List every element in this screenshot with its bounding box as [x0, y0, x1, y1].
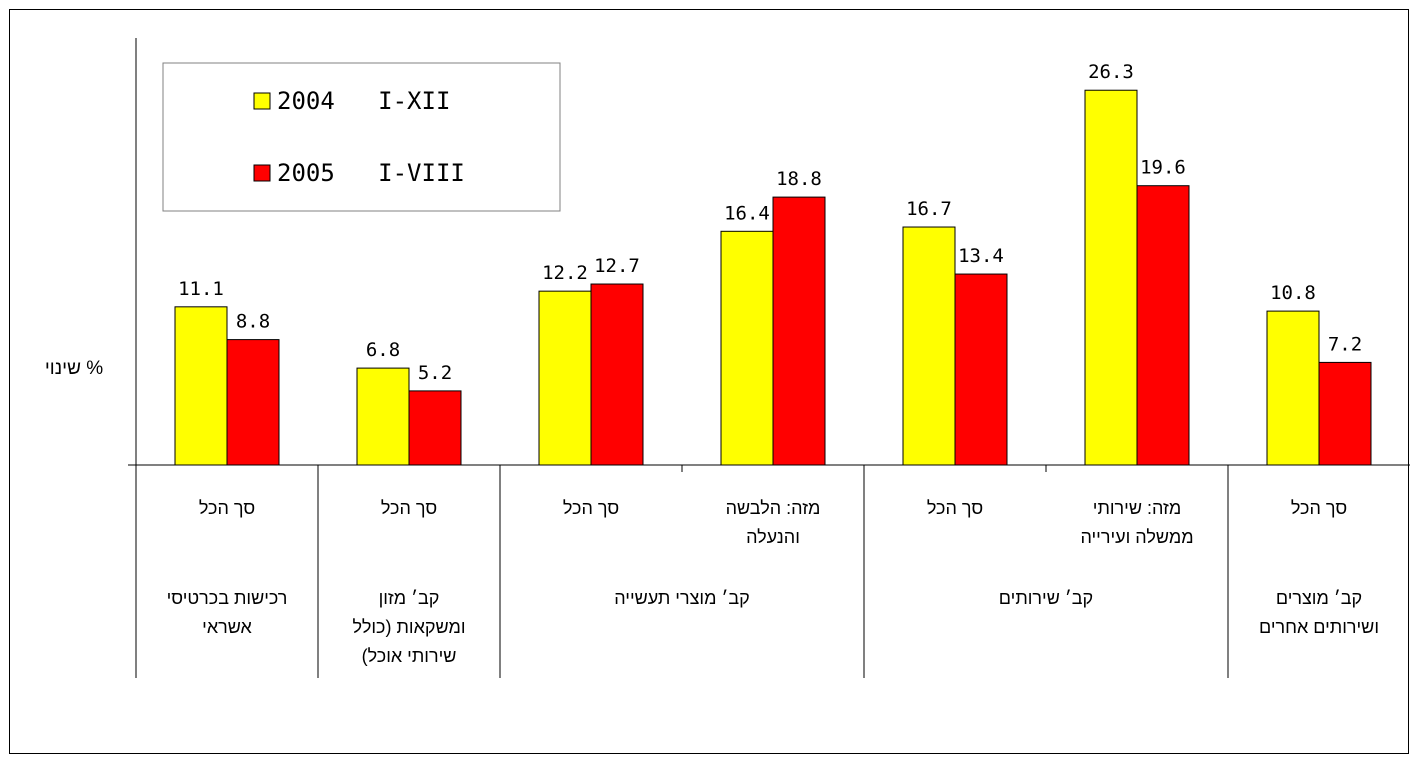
legend-label: 2005 I-VIII [277, 159, 465, 187]
group-label: קב׳ מוצרי תעשייה [614, 588, 750, 608]
data-label: 7.2 [1328, 333, 1362, 355]
category-label: סך הכל [927, 498, 983, 518]
category-label: סך הכל [1291, 498, 1347, 518]
bar [1318, 361, 1372, 466]
data-label: 16.4 [724, 202, 770, 224]
data-label: 10.8 [1270, 282, 1316, 304]
bar [408, 390, 462, 466]
bar [720, 230, 774, 466]
data-label: 8.8 [236, 311, 270, 333]
category-label: סך הכל [199, 498, 255, 518]
group-label: ושירותים אחרים [1259, 617, 1379, 637]
group-label: שירותי אוכל) [362, 646, 457, 666]
data-label: 13.4 [958, 245, 1004, 267]
bar [902, 226, 956, 466]
bar [1084, 89, 1138, 466]
category-label: ממשלה ועירייה [1080, 527, 1193, 547]
data-label: 18.8 [776, 168, 822, 190]
bar [226, 339, 280, 466]
data-label: 11.1 [178, 278, 224, 300]
bar [356, 367, 410, 466]
data-label: 12.7 [594, 255, 640, 277]
y-axis-label: % שינוי [45, 358, 103, 379]
category-label: מזה: הלבשה [726, 498, 821, 518]
category-label: והנעלה [746, 527, 800, 547]
group-label: קב׳ שירותים [999, 588, 1093, 608]
bar [1266, 310, 1320, 466]
group-label: קב׳ מזון [379, 588, 440, 608]
bar [1136, 185, 1190, 466]
category-label: סך הכל [563, 498, 619, 518]
bar [590, 283, 644, 466]
legend-box [162, 62, 561, 212]
bar [538, 290, 592, 466]
data-label: 5.2 [418, 362, 452, 384]
category-label: סך הכל [381, 498, 437, 518]
bar [954, 273, 1008, 466]
group-label: אשראי [202, 617, 252, 637]
group-label: קב׳ מוצרים [1276, 588, 1362, 608]
legend-swatch [253, 92, 271, 110]
legend-swatch [253, 164, 271, 182]
data-label: 26.3 [1088, 61, 1134, 83]
data-label: 12.2 [542, 262, 588, 284]
data-label: 6.8 [366, 339, 400, 361]
group-label: ומשקאות (כולל [352, 617, 465, 637]
data-label: 19.6 [1140, 157, 1186, 179]
category-label: מזה: שירותי [1093, 498, 1181, 518]
legend-label: 2004 I-XII [277, 87, 450, 115]
group-label: רכישות בכרטיסי [167, 588, 288, 608]
bar [174, 306, 228, 466]
bar [772, 196, 826, 466]
data-label: 16.7 [906, 198, 952, 220]
